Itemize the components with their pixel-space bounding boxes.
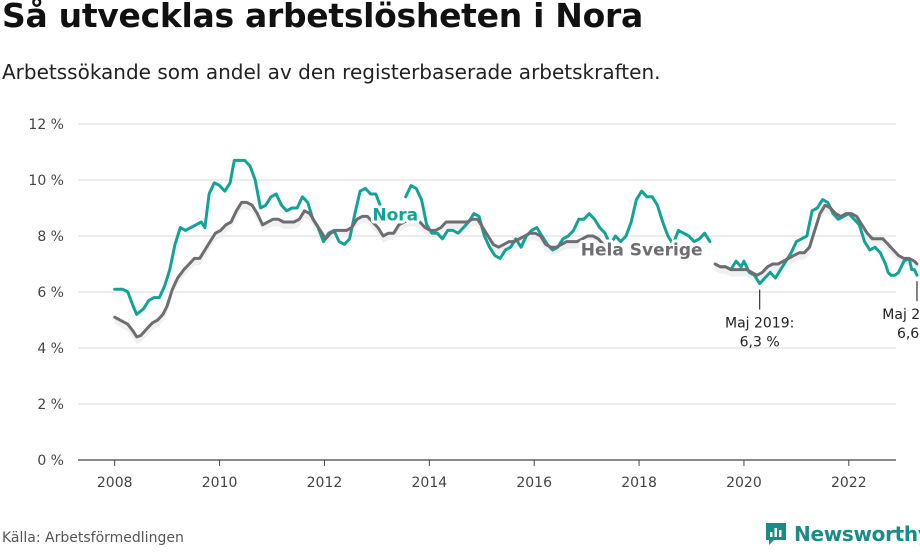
y-tick-label: 2 % <box>37 397 64 413</box>
x-tick-label: 2016 <box>516 475 552 491</box>
annotation-label: Maj 2019: <box>725 316 794 332</box>
y-tick-label: 12 % <box>28 117 64 133</box>
annotation-value: 6,6 % <box>897 326 920 342</box>
y-tick-label: 6 % <box>37 285 64 301</box>
series-label-nora: Nora <box>372 206 418 226</box>
annotation-label: Maj 2022: <box>882 307 920 323</box>
y-tick-label: 0 % <box>37 453 64 469</box>
y-tick-label: 10 % <box>28 173 64 189</box>
newsworthy-logo[interactable]: Newsworthy <box>764 518 920 550</box>
brand-name: Newsworthy <box>794 522 920 546</box>
series-band <box>114 202 604 344</box>
series-band <box>715 205 917 283</box>
annotation-value: 6,3 % <box>740 335 780 351</box>
x-tick-label: 2022 <box>831 475 867 491</box>
series-label-sverige: Hela Sverige <box>581 241 703 261</box>
chart-title: Så utvecklas arbetslösheten i Nora <box>2 0 643 35</box>
x-tick-label: 2008 <box>97 475 133 491</box>
chart-subtitle: Arbetssökande som andel av den registerb… <box>2 60 661 84</box>
series-label-nora-halo: Nora <box>372 206 418 226</box>
series-line-sverige <box>713 203 919 277</box>
x-tick-label: 2014 <box>412 475 448 491</box>
y-tick-label: 8 % <box>37 229 64 245</box>
y-tick-label: 4 % <box>37 341 64 357</box>
series-line-sverige <box>113 200 605 339</box>
x-tick-label: 2018 <box>621 475 657 491</box>
series-line-nora <box>113 158 383 316</box>
x-tick-label: 2010 <box>202 475 238 491</box>
x-tick-label: 2012 <box>307 475 343 491</box>
newsworthy-logo-icon <box>766 523 786 545</box>
x-tick-label: 2020 <box>726 475 762 491</box>
source-note: Källa: Arbetsförmedlingen <box>2 530 184 546</box>
series-label-sverige-halo: Hela Sverige <box>581 241 703 261</box>
